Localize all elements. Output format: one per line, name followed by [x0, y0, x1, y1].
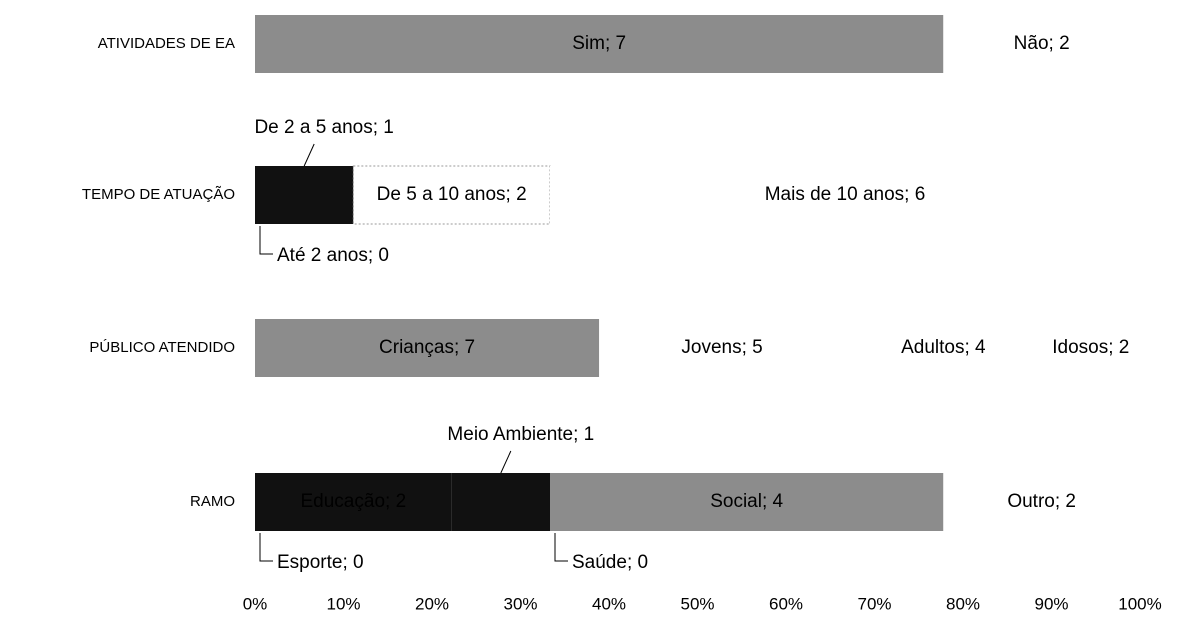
data-label: Crianças; 7 — [379, 337, 475, 358]
bar-segment — [255, 319, 600, 377]
category-label: PÚBLICO ATENDIDO — [89, 339, 235, 356]
bar-segment — [845, 319, 1042, 377]
x-tick-label: 10% — [326, 594, 360, 613]
category-label: RAMO — [190, 493, 235, 510]
data-label: Outro; 2 — [1007, 491, 1076, 512]
data-label: Saúde; 0 — [572, 552, 648, 573]
data-label: De 5 a 10 anos; 2 — [377, 184, 527, 205]
x-tick-label: 90% — [1034, 594, 1068, 613]
data-label: Idosos; 2 — [1052, 337, 1129, 358]
x-tick-label: 20% — [415, 594, 449, 613]
leader-line — [554, 533, 568, 562]
bar-segment — [943, 15, 1140, 73]
data-label: Sim; 7 — [572, 33, 626, 54]
data-label: Jovens; 5 — [681, 337, 762, 358]
data-label: De 2 a 5 anos; 1 — [254, 117, 393, 138]
data-label: Não; 2 — [1014, 33, 1070, 54]
data-label: Esporte; 0 — [277, 552, 364, 573]
leader-line — [259, 226, 273, 255]
bar-segment — [255, 166, 354, 224]
x-tick-label: 60% — [769, 594, 803, 613]
data-label: Meio Ambiente; 1 — [447, 424, 594, 445]
bar-segment — [550, 166, 1140, 224]
x-tick-label: 0% — [243, 594, 268, 613]
data-label: Educação; 2 — [301, 491, 407, 512]
leader-line — [303, 143, 315, 167]
x-tick-label: 40% — [592, 594, 626, 613]
bar-segment — [352, 165, 551, 225]
category-label: TEMPO DE ATUAÇÃO — [82, 186, 235, 203]
leader-line — [259, 533, 273, 562]
bar-segment — [1041, 319, 1140, 377]
x-tick-label: 70% — [857, 594, 891, 613]
bar-segment — [599, 319, 845, 377]
bar-segment — [451, 473, 550, 531]
x-tick-label: 100% — [1118, 594, 1161, 613]
leader-line — [500, 450, 512, 474]
bar-segment — [255, 15, 944, 73]
category-label: ATIVIDADES DE EA — [98, 35, 235, 52]
x-tick-label: 80% — [946, 594, 980, 613]
data-label: Social; 4 — [710, 491, 783, 512]
bar-segment — [255, 473, 452, 531]
bar-segment — [550, 473, 944, 531]
x-tick-label: 30% — [503, 594, 537, 613]
x-tick-label: 50% — [680, 594, 714, 613]
data-label: Até 2 anos; 0 — [277, 245, 389, 266]
data-label: Adultos; 4 — [901, 337, 986, 358]
bar-segment — [943, 473, 1140, 531]
data-label: Mais de 10 anos; 6 — [765, 184, 926, 205]
